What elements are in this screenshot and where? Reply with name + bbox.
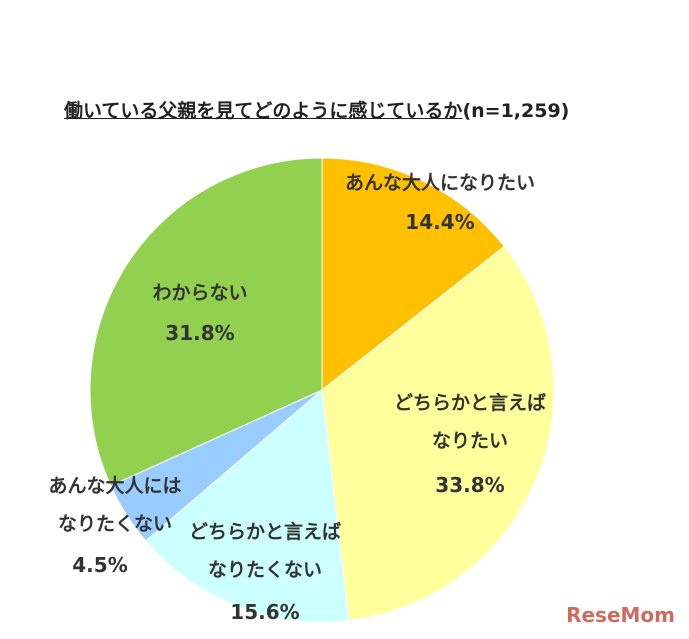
slice-label: どちらかと言えば なりたい xyxy=(393,392,547,452)
slice-label: あんな大人には なりたくない xyxy=(48,475,182,535)
slice-label: どちらかと言えば なりたくない xyxy=(188,521,342,581)
chart-subtitle: (n=1,259) xyxy=(462,100,570,122)
value-label: 15.6% xyxy=(230,600,300,624)
slice-label: あんな大人になりたい xyxy=(344,172,536,194)
watermark: ReseMom xyxy=(566,603,675,627)
value-label: 31.8% xyxy=(165,321,235,345)
chart-title: 働いている父親を見てどのように感じているか xyxy=(64,100,463,122)
value-label: 4.5% xyxy=(72,553,128,577)
slice-label: わからない xyxy=(152,282,248,304)
pie-slice xyxy=(321,245,555,621)
value-label: 14.4% xyxy=(405,210,475,234)
pie-slice xyxy=(145,389,350,623)
title-block: 働いている父親を見てどのように感じているか(n=1,259) xyxy=(64,96,569,123)
value-label: 33.8% xyxy=(435,473,505,497)
pie-slice xyxy=(89,157,323,487)
pie-slice xyxy=(321,157,505,392)
